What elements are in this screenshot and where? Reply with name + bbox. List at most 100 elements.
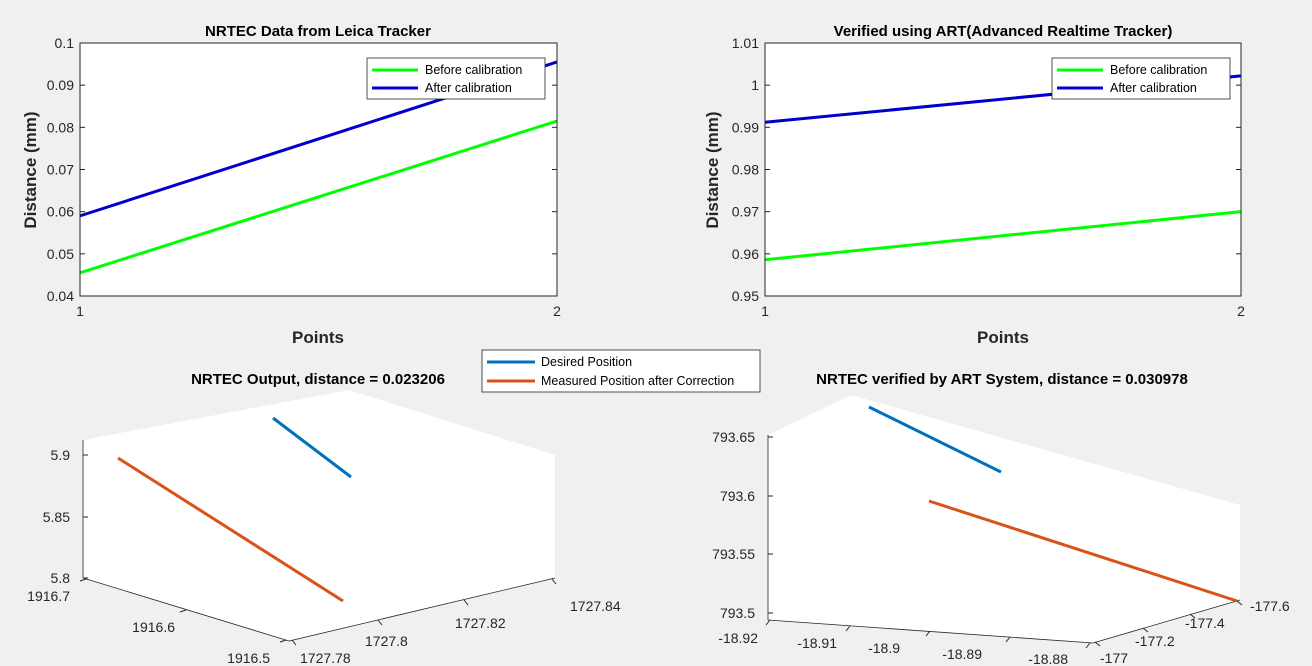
legend-label-after: After calibration <box>425 81 512 95</box>
x-tick-mark <box>765 619 771 626</box>
z-tick-label: 793.55 <box>712 546 755 562</box>
y-tick-mark <box>1189 613 1196 619</box>
legend: Before calibration After calibration <box>1051 57 1231 100</box>
x-tick-label: 1916.7 <box>27 588 70 604</box>
y-tick-mark <box>377 619 383 626</box>
axes-box <box>764 42 1242 297</box>
z-tick-label: 793.5 <box>720 605 755 621</box>
y-tick-label: -177.4 <box>1185 615 1225 631</box>
series-line-desired <box>272 416 352 479</box>
z-tick-label: 5.85 <box>43 509 70 525</box>
legend-3d: Desired Position Measured Position after… <box>481 349 761 393</box>
axes-box <box>79 42 558 297</box>
back-wall-left <box>83 390 349 578</box>
x-tick-mark <box>1005 636 1011 643</box>
x-tick-label: 1916.5 <box>227 650 270 666</box>
series-line-desired <box>868 405 1002 474</box>
legend-label-after: After calibration <box>1110 81 1197 95</box>
y-tick-label: 0.95 <box>732 288 759 304</box>
x-tick-mark <box>79 578 87 582</box>
back-wall-right <box>851 395 1240 613</box>
z-tick-label: 5.8 <box>51 570 71 586</box>
chart-title: NRTEC Data from Leica Tracker <box>205 23 431 40</box>
legend-label-before: Before calibration <box>425 63 522 77</box>
legend-label-desired: Desired Position <box>541 355 632 369</box>
y-axis-label: Distance (mm) <box>21 111 40 228</box>
chart-title: Verified using ART(Advanced Realtime Tra… <box>834 23 1173 40</box>
back-wall-right <box>349 390 555 578</box>
x-axis-label: Points <box>977 328 1029 347</box>
series-line-measured <box>117 456 344 603</box>
x-tick-mark <box>925 630 931 637</box>
y-tick-mark <box>291 639 297 646</box>
x-tick-label: -18.9 <box>868 640 900 656</box>
y-tick-label: -177.6 <box>1250 598 1290 614</box>
y-tick-label: 1727.8 <box>365 633 408 649</box>
y-tick-mark <box>1236 600 1243 606</box>
y-axis-label: Distance (mm) <box>703 111 722 228</box>
y-axis-line <box>288 577 556 642</box>
chart-art-3d: NRTEC verified by ART System, distance =… <box>712 371 1290 666</box>
x-tick-label: -18.88 <box>1028 651 1068 666</box>
y-tick-label: 1727.82 <box>455 615 506 631</box>
x-tick-label: -18.92 <box>718 630 758 646</box>
x-tick-label: 2 <box>553 303 561 319</box>
legend: Before calibration After calibration <box>366 57 546 100</box>
x-tick-label: 1 <box>761 303 769 319</box>
chart-title: NRTEC verified by ART System, distance =… <box>816 371 1188 388</box>
y-tick-mark <box>551 578 557 585</box>
y-tick-label: 1727.84 <box>570 598 621 614</box>
x-tick-label: 1 <box>76 303 84 319</box>
x-tick-mark <box>179 609 187 613</box>
y-tick-label: 0.1 <box>55 35 75 51</box>
y-tick-label: 0.97 <box>732 204 759 220</box>
series-line-measured <box>928 499 1238 603</box>
y-tick-label: 1 <box>751 77 759 93</box>
y-tick-label: 0.08 <box>47 119 74 135</box>
y-tick-label: 0.07 <box>47 162 74 178</box>
legend-box <box>1051 57 1231 100</box>
y-tick-label: 0.09 <box>47 77 74 93</box>
x-tick-mark <box>1085 642 1091 649</box>
y-tick-mark <box>1094 641 1101 647</box>
y-tick-label: 0.06 <box>47 204 74 220</box>
legend-box <box>366 57 546 100</box>
y-tick-label: -177 <box>1100 650 1128 666</box>
chart-title: NRTEC Output, distance = 0.023206 <box>191 371 445 388</box>
z-tick-label: 5.9 <box>51 447 71 463</box>
x-tick-label: 1916.6 <box>132 619 175 635</box>
series-line-before <box>79 119 558 275</box>
floor <box>768 600 1240 643</box>
chart-nrtec-output-3d: NRTEC Output, distance = 0.023206 5.8 5.… <box>27 371 621 666</box>
legend-label-before: Before calibration <box>1110 63 1207 77</box>
y-tick-label: 1727.78 <box>300 650 351 666</box>
y-tick-label: 0.99 <box>732 119 759 135</box>
chart-leica: NRTEC Data from Leica Tracker Points Dis… <box>21 23 561 347</box>
floor <box>83 574 555 641</box>
x-axis-label: Points <box>292 328 344 347</box>
z-tick-label: 793.6 <box>720 488 755 504</box>
y-ticks: 0.04 0.05 0.06 0.07 0.08 0.09 0.1 <box>47 35 557 304</box>
x-tick-label: 2 <box>1237 303 1245 319</box>
y-tick-mark <box>1142 627 1149 633</box>
y-tick-label: 0.96 <box>732 246 759 262</box>
y-ticks: 0.95 0.96 0.97 0.98 0.99 1 1.01 <box>732 35 1241 304</box>
x-tick-mark <box>279 639 287 643</box>
legend-box <box>481 349 761 393</box>
y-tick-mark <box>463 599 469 606</box>
x-tick-label: -18.89 <box>942 646 982 662</box>
x-tick-label: -18.91 <box>797 635 837 651</box>
y-tick-label: 0.05 <box>47 246 74 262</box>
legend-label-measured: Measured Position after Correction <box>541 374 734 388</box>
chart-art: Verified using ART(Advanced Realtime Tra… <box>703 23 1245 347</box>
x-tick-mark <box>845 625 851 632</box>
x-axis-line <box>82 577 290 642</box>
y-tick-label: 0.04 <box>47 288 74 304</box>
y-axis-line <box>1092 599 1241 644</box>
series-line-before <box>764 210 1242 262</box>
y-tick-label: -177.2 <box>1135 633 1175 649</box>
y-tick-label: 0.98 <box>732 162 759 178</box>
z-tick-label: 793.65 <box>712 429 755 445</box>
y-tick-label: 1.01 <box>732 35 759 51</box>
